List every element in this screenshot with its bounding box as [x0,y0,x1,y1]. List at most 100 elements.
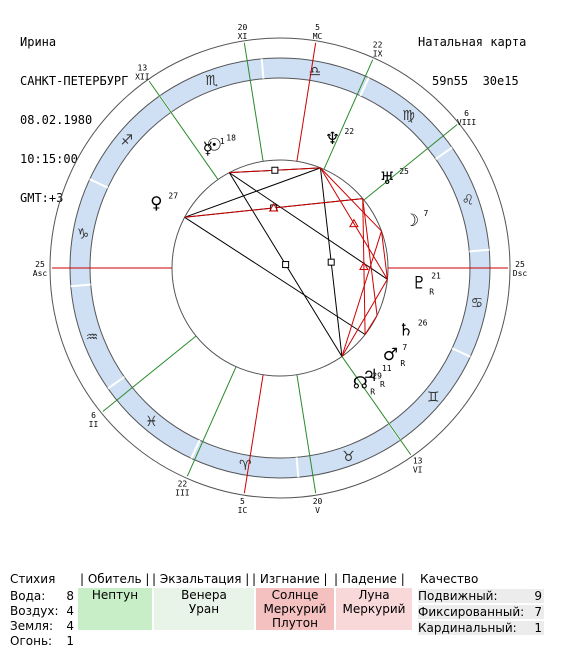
house-label-xii: XII [135,72,150,81]
house-deg-ix: 22 [373,41,383,50]
house-label-asc: Asc [33,269,48,278]
cancer-icon: ♋ [471,296,484,312]
element-name: Вода: [10,589,46,603]
house-cusp-ii [102,335,197,412]
outer-circle [49,37,511,499]
quality-row: Кардинальный: 1 [418,621,544,635]
house-label-iii: III [175,488,190,497]
sign-divider [89,178,109,189]
aspect-trine-marker [349,218,359,228]
house-deg-mc: 5 [315,23,320,32]
jupiter-icon: ♃ [362,366,377,386]
person-name: Ирина [20,35,57,49]
pluto-degree: 21 [431,272,441,281]
element-count: 4 [66,619,74,633]
sign-divider [107,376,125,390]
uranus-icon: ♅ [380,169,395,189]
col-header-fall: | Падение | [334,572,405,586]
mercury-degree: 1 [220,137,225,146]
house-label-ii: II [89,420,99,429]
leo-icon: ♌ [462,193,475,209]
element-name: Земля: [10,619,54,633]
natal-chart-wheel: ♐♑♒♓♈♉♊♋♌♍♎♏25Asc6II22III5IC20V13VI25Dsc… [33,23,528,515]
sign-divider [70,283,91,288]
aspect-line [184,167,321,218]
aspect-square-marker [327,258,335,266]
house-deg-vi: 13 [413,457,423,466]
house-deg-iii: 22 [178,479,188,488]
node-icon: ☊ [353,374,368,394]
house-cusp-ix [323,59,374,170]
house-cusp-v [296,374,317,494]
aspect-line [320,167,382,232]
col-header-domicile: | Обитель | [80,572,150,586]
exaltation-cell: Венера Уран [154,588,254,630]
fall-cell: Луна Меркурий [336,588,412,630]
aspect-line [362,198,366,335]
col-header-quality: Качество [420,572,479,586]
house-deg-viii: 6 [464,109,469,118]
house-cusp-xii [148,80,219,180]
fall-planet: Меркурий [342,602,406,616]
quality-name: Кардинальный: [418,621,517,635]
chart-coords: 59n55 30e15 [432,74,519,88]
aspect-line [364,315,378,335]
exaltation-planet: Уран [188,602,220,616]
aquarius-icon: ♒ [86,329,99,345]
house-deg-xi: 20 [238,23,248,32]
chart-title: Натальная карта [418,35,527,49]
gemini-icon: ♊ [427,390,440,406]
mars-degree: 7 [402,343,407,352]
aspect-line [380,231,388,280]
inner-circle [171,159,389,377]
pluto-icon: ♇ [412,274,427,294]
aspect-line [229,172,388,280]
chart-title-block: Натальная карта 59n55 30e15 [418,10,526,101]
moon-degree: 7 [424,209,429,218]
house-deg-asc: 25 [35,260,45,269]
pisces-icon: ♓ [145,414,158,430]
quality-row: Фиксированный: 7 [418,605,544,619]
house-deg-ii: 6 [91,411,96,420]
element-count: 8 [66,589,74,603]
house-label-dsc: Dsc [513,269,528,278]
sign-divider [260,58,265,79]
aspect-line [320,167,388,280]
sign-divider [359,77,370,97]
house-cusp-iii [186,366,237,477]
saturn-icon: ♄ [398,320,413,340]
aspect-line [184,216,366,335]
house-deg-xii: 13 [138,63,148,72]
aspect-trine-marker [268,202,279,212]
aspect-square-marker [271,166,279,174]
house-deg-dsc: 25 [515,260,525,269]
col-header-element: Стихия [10,572,56,586]
quality-count: 7 [534,605,542,619]
house-label-ic: IC [238,506,248,515]
detriment-planet: Плутон [272,616,318,630]
exaltation-planet: Венера [181,588,227,602]
house-label-viii: VIII [457,118,476,127]
uranus-degree: 25 [399,167,409,176]
house-deg-ic: 5 [240,497,245,506]
quality-count: 1 [534,621,542,635]
quality-name: Фиксированный: [418,605,525,619]
domicile-planet: Нептун [91,588,139,602]
birth-city: САНКТ-ПЕТЕРБУРГ [20,74,129,88]
detriment-planet: Солнце [271,588,319,602]
neptune-icon: ♆ [325,129,340,149]
element-count: 1 [66,634,74,648]
pluto-retro: R [429,288,434,297]
astro-table: Стихия | Обитель | | Экзальтация | | Изг… [0,572,562,654]
house-cusp-ic [243,374,264,494]
sign-divider [469,248,490,253]
mercury-icon: ☿ [203,139,213,159]
quality-row: Подвижный: 9 [418,589,544,603]
neptune-degree: 22 [344,127,354,136]
capricorn-icon: ♑ [77,226,90,242]
jupiter-degree: 11 [382,364,392,373]
house-label-vi: VI [413,466,423,475]
house-cusp-viii [363,124,458,201]
element-row: Вода: 8 [10,589,74,603]
taurus-icon: ♉ [342,449,355,465]
